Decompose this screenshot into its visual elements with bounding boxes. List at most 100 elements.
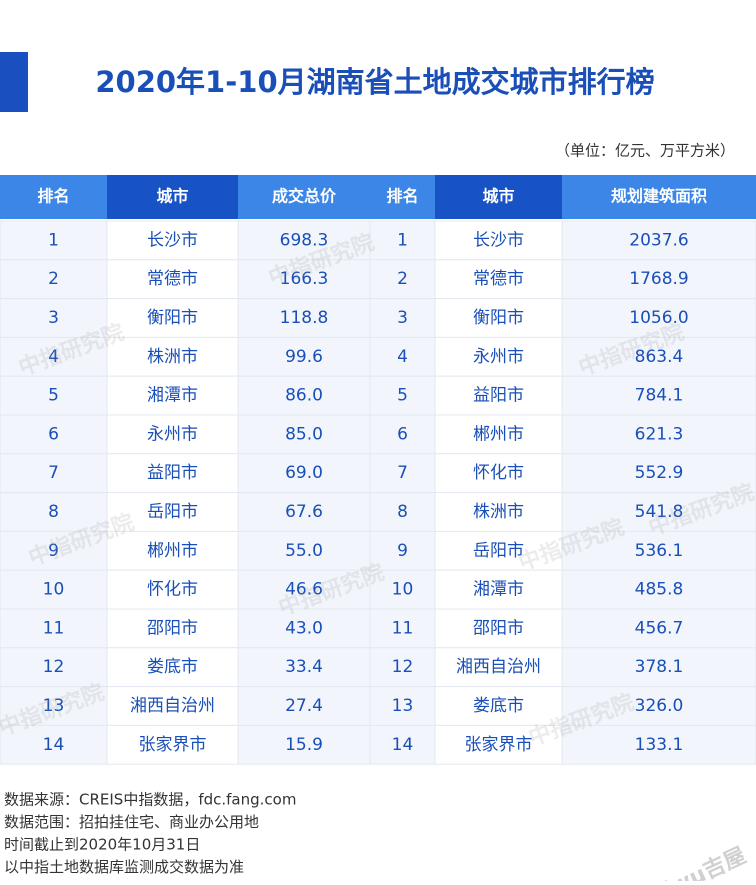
cell — [0, 298, 108, 338]
cell-text: 岳阳市 — [473, 541, 524, 561]
cell — [434, 336, 563, 377]
cell — [434, 647, 563, 688]
cell-text: 怀化市 — [473, 463, 524, 483]
cell-text: 6 — [397, 424, 408, 444]
cell-text: 株洲市 — [473, 502, 524, 522]
cell — [434, 298, 563, 338]
cell — [369, 298, 436, 338]
cell — [106, 492, 239, 532]
cell-text: 7 — [397, 463, 408, 483]
notes: 数据来源：CREIS中指数据，fdc.fang.com 数据范围：招拍挂住宅、商业… — [4, 791, 296, 877]
cell — [561, 530, 756, 571]
cell-text: 13 — [43, 696, 65, 716]
cell-text: 85.0 — [285, 424, 323, 444]
header-text: 城市 — [482, 187, 514, 206]
cell-text: 133.1 — [635, 735, 684, 755]
cell-text: 湘西自治州 — [130, 696, 215, 716]
cell-text: 536.1 — [635, 541, 684, 561]
cell-text: 11 — [43, 618, 65, 638]
cell — [237, 608, 371, 649]
cell-text: 湘潭市 — [473, 580, 524, 600]
cell — [561, 259, 756, 300]
cell-text: 12 — [392, 657, 414, 677]
cell-text: 456.7 — [635, 618, 684, 638]
title-bar — [0, 52, 28, 112]
cell-text: 784.1 — [635, 386, 684, 406]
cell — [106, 608, 239, 649]
logo: jiwu吉屋 — [652, 842, 750, 881]
cell-text: 10 — [43, 580, 65, 600]
cell — [369, 336, 436, 377]
cell-text: 166.3 — [280, 269, 329, 289]
cell-text: 长沙市 — [147, 230, 198, 250]
cell-text: 99.6 — [285, 347, 323, 367]
cell-text: 2 — [48, 269, 59, 289]
cell — [106, 530, 239, 571]
cell-text: 3 — [397, 308, 408, 328]
header-cell — [370, 175, 435, 219]
cell-text: 12 — [43, 657, 65, 677]
cell — [561, 336, 756, 377]
title: 2020年1-10月湖南省土地成交城市排行榜 — [95, 65, 654, 99]
header-text: 排名 — [386, 187, 418, 206]
cell — [561, 569, 756, 610]
cell-text: 衡阳市 — [147, 308, 198, 328]
cell-text: 郴州市 — [473, 424, 524, 444]
cell — [369, 569, 436, 610]
header-text: 城市 — [156, 187, 188, 206]
cell-text: 4 — [397, 347, 408, 367]
cell — [106, 298, 239, 338]
cell — [237, 375, 371, 416]
cell — [561, 686, 756, 726]
cell-text: 1768.9 — [629, 269, 688, 289]
cell — [237, 298, 371, 338]
cell-text: 118.8 — [280, 308, 329, 328]
cell — [434, 724, 563, 765]
cell-text: 娄底市 — [473, 696, 524, 716]
cell-text: 8 — [397, 502, 408, 522]
table: 排名 城市 成交总价 排名 城市 规划建筑面积 1 长沙市 698.3 1 长沙市 2037.6 2 常德… — [0, 175, 756, 765]
cell — [369, 530, 436, 571]
cell-text: 14 — [392, 735, 414, 755]
cell-text: 2037.6 — [629, 230, 688, 250]
cell-text: 1 — [48, 230, 59, 250]
cell — [369, 453, 436, 494]
note: 以中指土地数据库监测成交数据为准 — [4, 858, 244, 876]
cell-text: 张家界市 — [465, 735, 533, 755]
cell-text: 8 — [48, 502, 59, 522]
cell-text: 7 — [48, 463, 59, 483]
cell-text: 益阳市 — [473, 386, 524, 406]
cell-text: 9 — [48, 541, 59, 561]
cell — [0, 375, 108, 416]
cell — [106, 724, 239, 765]
cell — [106, 569, 239, 610]
cell — [561, 608, 756, 649]
header-cell — [0, 175, 107, 219]
cell — [561, 298, 756, 338]
header-cell — [107, 175, 238, 219]
header-cell — [238, 175, 370, 219]
header-text: 排名 — [37, 187, 69, 206]
cell-text: 15.9 — [285, 735, 323, 755]
header-cell — [562, 175, 756, 219]
cell-text: 1 — [397, 230, 408, 250]
cell-text: 邵阳市 — [147, 618, 198, 638]
header-text: 成交总价 — [272, 187, 337, 206]
cell-text: 378.1 — [635, 657, 684, 677]
unit: （单位：亿元、万平方米） — [555, 142, 735, 160]
cell-text: 13 — [392, 696, 414, 716]
cell-text: 43.0 — [285, 618, 323, 638]
cell — [237, 724, 371, 765]
cell-text: 娄底市 — [147, 657, 198, 677]
cell — [237, 414, 371, 455]
cell-text: 698.3 — [280, 230, 329, 250]
cell — [0, 453, 108, 494]
cell-text: 4 — [48, 347, 59, 367]
cell — [0, 530, 108, 571]
cell-text: 长沙市 — [473, 230, 524, 250]
cell-text: 常德市 — [473, 269, 524, 289]
cell-text: 86.0 — [285, 386, 323, 406]
cell — [237, 259, 371, 300]
cell-text: 9 — [397, 541, 408, 561]
